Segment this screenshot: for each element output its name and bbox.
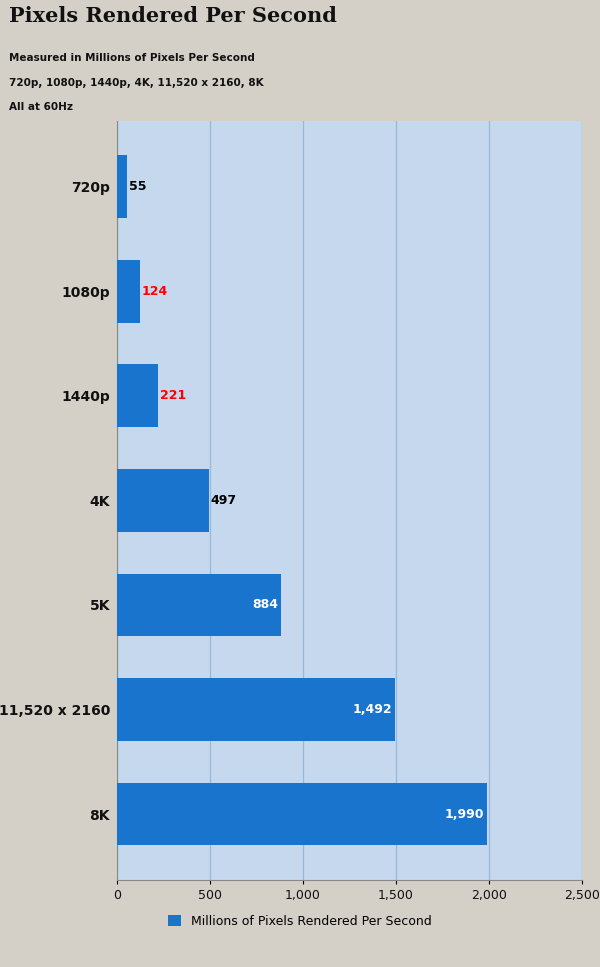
Text: 124: 124 <box>142 285 168 298</box>
Bar <box>117 469 209 532</box>
Text: Pixels Rendered Per Second: Pixels Rendered Per Second <box>9 6 337 25</box>
Bar <box>117 260 140 323</box>
Text: All at 60Hz: All at 60Hz <box>9 103 73 112</box>
Text: 720p, 1080p, 1440p, 4K, 11,520 x 2160, 8K: 720p, 1080p, 1440p, 4K, 11,520 x 2160, 8… <box>9 78 263 88</box>
Bar <box>117 678 395 741</box>
Text: Measured in Millions of Pixels Per Second: Measured in Millions of Pixels Per Secon… <box>9 53 255 64</box>
Text: 55: 55 <box>129 180 146 193</box>
Text: 1,492: 1,492 <box>352 703 392 716</box>
Text: 1,990: 1,990 <box>445 807 484 821</box>
Text: 884: 884 <box>253 599 278 611</box>
Legend: Millions of Pixels Rendered Per Second: Millions of Pixels Rendered Per Second <box>169 915 431 927</box>
Bar <box>117 365 158 427</box>
Bar <box>117 573 281 636</box>
Bar <box>117 782 487 845</box>
Text: 221: 221 <box>160 390 186 402</box>
Text: 497: 497 <box>211 494 237 507</box>
Bar <box>117 156 127 219</box>
